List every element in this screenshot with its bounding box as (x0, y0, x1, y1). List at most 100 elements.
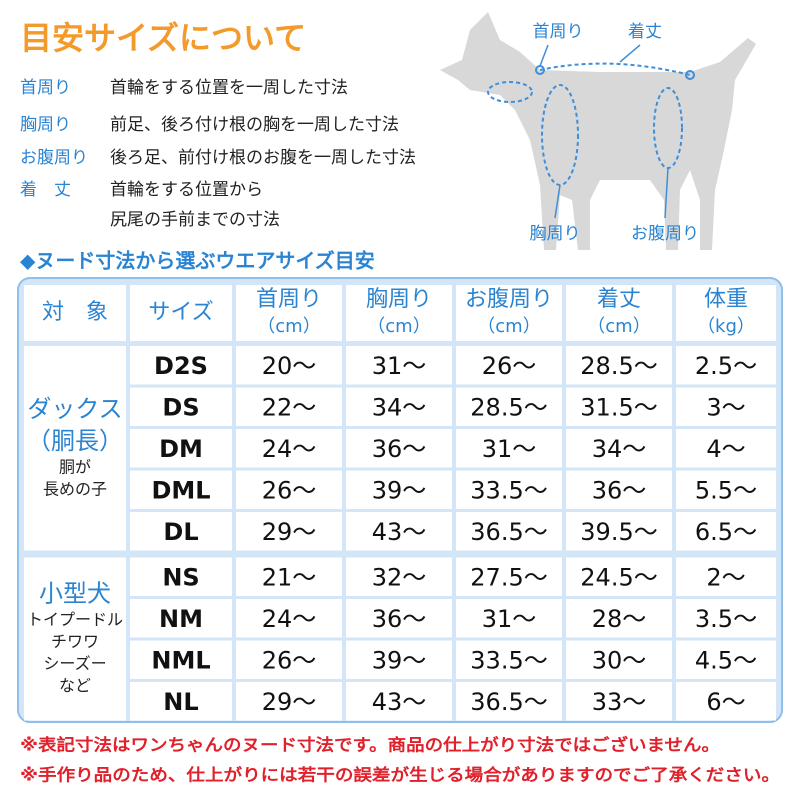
table-cell (566, 470, 672, 509)
definition-term: 胸周り (20, 115, 71, 135)
size-value: 36.5〜 (470, 688, 547, 716)
size-value: 31.5〜 (580, 393, 657, 421)
size-value: 31〜 (482, 605, 537, 633)
table-cell (236, 599, 342, 638)
table-cell (130, 682, 232, 721)
size-value: 26〜 (482, 352, 537, 380)
size-value: 4.5〜 (695, 646, 757, 674)
size-value: 36〜 (372, 435, 427, 463)
table-cell (566, 346, 672, 385)
size-value: 33.5〜 (470, 476, 547, 504)
definition-text: 後ろ足、前付け根のお腹を一周した寸法 (110, 148, 416, 168)
table-cell (236, 557, 342, 596)
size-label: NM (159, 605, 203, 633)
size-value: 28.5〜 (470, 393, 547, 421)
definition-text: 首輪をする位置を一周した寸法 (110, 78, 348, 98)
header-cell (346, 285, 452, 341)
table-cell (236, 640, 342, 679)
table-cell (676, 470, 776, 509)
table-cell (346, 599, 452, 638)
size-value: 28〜 (592, 605, 647, 633)
table-cell (456, 346, 562, 385)
header-cell (676, 285, 776, 341)
header-cell (566, 285, 672, 341)
size-label: NML (151, 646, 210, 674)
table-cell (236, 682, 342, 721)
size-value: 43〜 (372, 688, 427, 716)
size-label: DL (163, 518, 198, 546)
size-value: 2〜 (706, 563, 745, 591)
group-note: など (59, 676, 91, 695)
size-value: 29〜 (262, 688, 317, 716)
size-value: 39.5〜 (580, 518, 657, 546)
size-value: 26〜 (262, 646, 317, 674)
size-value: 33〜 (592, 688, 647, 716)
size-value: 36〜 (592, 476, 647, 504)
size-value: 6.5〜 (695, 518, 757, 546)
table-cell (566, 512, 672, 551)
table-cell (236, 512, 342, 551)
table-cell (676, 557, 776, 596)
table-cell (346, 470, 452, 509)
size-value: 31〜 (372, 352, 427, 380)
size-value: 2.5〜 (695, 352, 757, 380)
table-cell (456, 599, 562, 638)
header-unit: （cm） (257, 316, 320, 337)
table-cell (456, 429, 562, 468)
size-value: 21〜 (262, 563, 317, 591)
size-value: 24〜 (262, 435, 317, 463)
definition-term: 首周り (20, 78, 71, 98)
group-note: 胴が (59, 457, 91, 476)
diagram-label: 胸周り (530, 224, 581, 244)
definition-text: 前足、後ろ付け根の胸を一周した寸法 (110, 115, 399, 135)
definition-text: 尻尾の手前までの寸法 (110, 210, 280, 230)
table-cell (346, 557, 452, 596)
table-cell (346, 682, 452, 721)
header-label: サイズ (148, 300, 213, 325)
size-value: 3.5〜 (695, 605, 757, 633)
table-cell (130, 557, 232, 596)
size-label: DS (162, 393, 199, 421)
table-cell (456, 387, 562, 426)
group-cell (24, 346, 126, 551)
table-cell (130, 599, 232, 638)
table-cell (676, 682, 776, 721)
header-label: 首周り (256, 287, 322, 312)
size-label: NS (162, 563, 199, 591)
table-cell (676, 512, 776, 551)
header-label: 対 象 (42, 300, 108, 325)
table-cell (566, 429, 672, 468)
table-cell (130, 346, 232, 385)
table-cell (566, 640, 672, 679)
size-label: NL (163, 688, 198, 716)
table-cell (676, 429, 776, 468)
header-label: 体重 (704, 287, 748, 312)
size-value: 20〜 (262, 352, 317, 380)
header-label: お腹周り (465, 287, 553, 312)
footnote: ※表記寸法はワンちゃんのヌード寸法です。商品の仕上がり寸法ではございません。 (20, 735, 720, 755)
table-cell (130, 470, 232, 509)
header-unit: （cm） (367, 316, 430, 337)
size-value: 43〜 (372, 518, 427, 546)
size-value: 4〜 (706, 435, 745, 463)
group-name: ダックス (27, 395, 122, 423)
size-value: 34〜 (592, 435, 647, 463)
size-value: 36〜 (372, 605, 427, 633)
table-cell (456, 470, 562, 509)
size-value: 31〜 (482, 435, 537, 463)
size-value: 27.5〜 (470, 563, 547, 591)
size-value: 34〜 (372, 393, 427, 421)
table-cell (346, 387, 452, 426)
table-cell (346, 512, 452, 551)
table-heading: ◆ヌード寸法から選ぶウエアサイズ目安 (20, 249, 375, 273)
title: 目安サイズについて (20, 19, 306, 57)
table-cell (676, 640, 776, 679)
header-label: 胸周り (366, 287, 432, 312)
table-cell (236, 387, 342, 426)
table-cell (456, 557, 562, 596)
table-cell (456, 682, 562, 721)
table-cell (346, 346, 452, 385)
group-cell (24, 557, 126, 721)
diagram-label: お腹周り (631, 224, 699, 244)
